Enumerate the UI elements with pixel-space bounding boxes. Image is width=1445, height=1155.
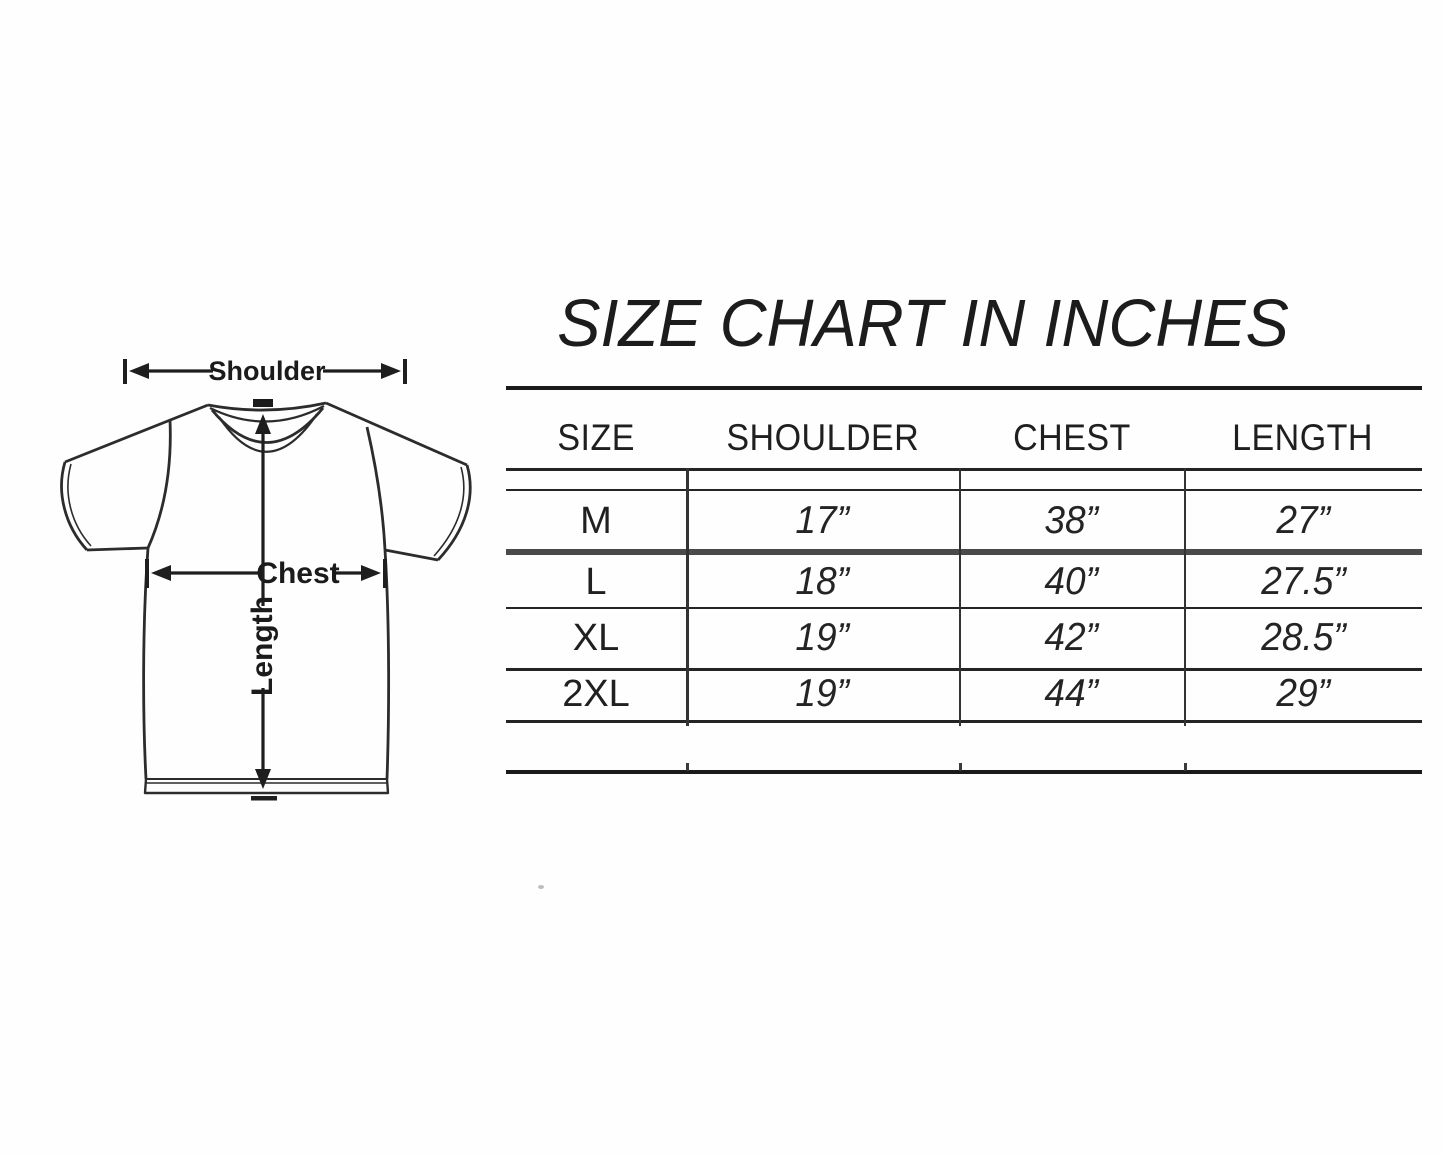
chest-label: Chest [256, 557, 339, 590]
image-artifact-speck [538, 885, 544, 889]
cell-length: 27.5” [1260, 560, 1346, 603]
length-label: Length [246, 596, 279, 696]
bottom-rule-tick [686, 763, 689, 771]
table-row-xl: XL 19” 42” 28.5” [506, 611, 1422, 665]
cell-size: 2XL [562, 672, 630, 715]
table-rule-subheader [506, 489, 1422, 491]
header-cell-shoulder: SHOULDER [726, 417, 919, 458]
column-divider-2 [959, 468, 961, 726]
chest-arrow [145, 559, 387, 588]
table-rule-bottom [506, 770, 1422, 774]
table-header-row: SIZE SHOULDER CHEST LENGTH [506, 412, 1422, 464]
table-row-2xl: 2XL 19” 44” 29” [506, 669, 1422, 719]
cell-chest: 44” [1044, 672, 1099, 715]
neck-tab [253, 399, 273, 407]
bottom-rule-tick [959, 763, 962, 771]
cell-shoulder: 18” [795, 560, 850, 603]
cell-chest: 38” [1044, 499, 1099, 542]
shoulder-label: Shoulder [208, 356, 325, 386]
cell-size: L [585, 560, 607, 603]
tshirt-measurement-diagram: Shoulder Chest Length [60, 356, 472, 801]
column-divider-1 [686, 468, 689, 726]
table-rule-after-2xl [506, 720, 1422, 723]
page-title: SIZE CHART IN INCHES [557, 286, 1289, 361]
header-cell-chest: CHEST [1012, 417, 1131, 458]
cell-shoulder: 19” [795, 616, 850, 659]
cell-chest: 40” [1044, 560, 1099, 603]
bottom-rule-tick [1184, 763, 1187, 771]
cell-shoulder: 19” [795, 672, 850, 715]
cell-length: 28.5” [1260, 616, 1346, 659]
shoulder-arrow [123, 359, 407, 384]
table-row-m: M 17” 38” 27” [506, 494, 1422, 548]
table-rule-after-m [506, 549, 1422, 555]
table-rule-top [506, 386, 1422, 390]
cell-size: M [580, 499, 612, 542]
cell-size: XL [572, 616, 620, 659]
column-divider-3 [1184, 468, 1186, 726]
table-rule-header-bottom [506, 468, 1422, 471]
header-cell-size: SIZE [557, 417, 635, 458]
table-rule-after-l [506, 607, 1422, 609]
table-row-l: L 18” 40” 27.5” [506, 557, 1422, 607]
cell-shoulder: 17” [795, 499, 850, 542]
length-arrow [251, 414, 277, 801]
cell-length: 27” [1276, 499, 1330, 542]
table-rule-after-xl [506, 668, 1422, 671]
cell-length: 29” [1276, 672, 1330, 715]
cell-chest: 42” [1044, 616, 1099, 659]
header-cell-length: LENGTH [1232, 417, 1374, 458]
